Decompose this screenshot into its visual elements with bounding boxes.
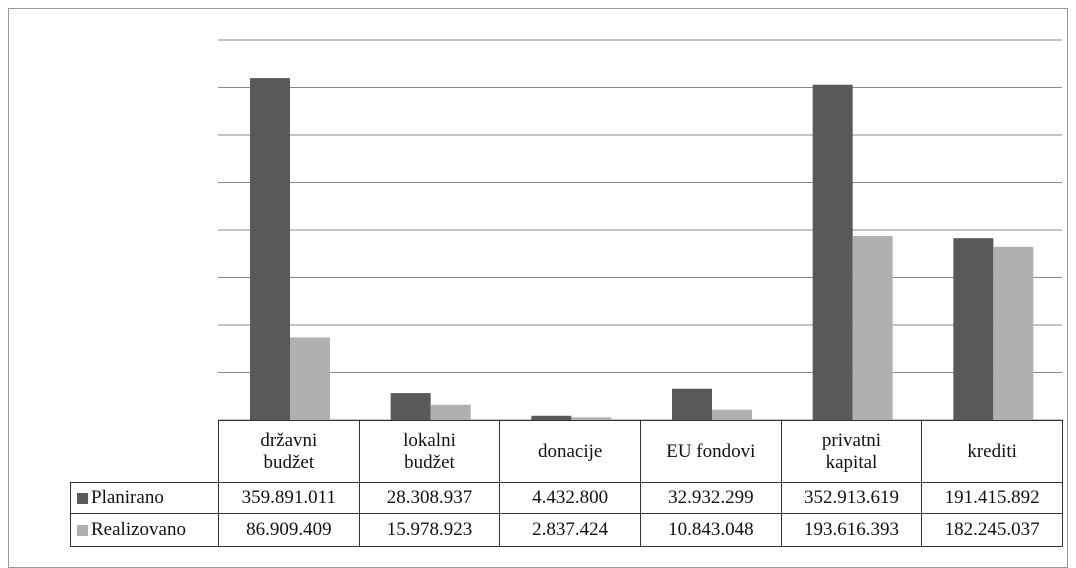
value-cell: 10.843.048 bbox=[640, 513, 782, 547]
x-tick-label: krediti bbox=[967, 440, 1017, 462]
category-label: privatni kapital bbox=[780, 420, 923, 483]
bar bbox=[571, 417, 612, 420]
bar bbox=[712, 409, 752, 420]
bar bbox=[390, 393, 431, 420]
legend-entry: Realizovano bbox=[70, 513, 219, 547]
value-label: 2.837.424 bbox=[532, 519, 609, 540]
x-tick-label: državni budžet bbox=[260, 429, 318, 473]
value-cell: 4.432.800 bbox=[499, 482, 641, 514]
value-cell: 2.837.424 bbox=[499, 513, 641, 547]
bar bbox=[812, 84, 853, 421]
value-label: 352.913.619 bbox=[803, 487, 899, 508]
bar bbox=[852, 236, 893, 420]
value-label: 32.932.299 bbox=[668, 487, 754, 508]
legend-swatch bbox=[77, 524, 88, 536]
value-cell: 182.245.037 bbox=[921, 513, 1063, 547]
bar bbox=[672, 388, 712, 420]
category-label: EU fondovi bbox=[640, 420, 782, 483]
bar bbox=[430, 404, 471, 420]
value-cell: 32.932.299 bbox=[640, 482, 782, 514]
value-cell: 86.909.409 bbox=[218, 513, 360, 547]
x-tick-label: privatni kapital bbox=[821, 429, 882, 473]
x-tick-label: donacije bbox=[537, 440, 603, 462]
value-label: 359.891.011 bbox=[241, 487, 336, 508]
bar bbox=[953, 238, 994, 420]
value-cell: 28.308.937 bbox=[358, 482, 501, 514]
legend-swatch bbox=[77, 492, 88, 504]
bar bbox=[250, 78, 290, 420]
value-label: 28.308.937 bbox=[386, 487, 473, 508]
category-label: krediti bbox=[921, 420, 1063, 483]
value-label: 86.909.409 bbox=[246, 519, 332, 540]
value-cell: 352.913.619 bbox=[780, 482, 923, 514]
value-label: 191.415.892 bbox=[944, 487, 1040, 508]
legend-label: Realizovano bbox=[91, 519, 186, 540]
x-tick-label: EU fondovi bbox=[666, 440, 756, 462]
category-label: donacije bbox=[499, 420, 641, 483]
value-label: 10.843.048 bbox=[668, 519, 754, 540]
category-label: državni budžet bbox=[218, 420, 360, 483]
bar bbox=[993, 246, 1034, 420]
value-label: 4.432.800 bbox=[532, 487, 609, 508]
bar bbox=[290, 337, 330, 420]
legend-label: Planirano bbox=[91, 487, 164, 508]
value-label: 193.616.393 bbox=[803, 519, 899, 540]
category-label: lokalni budžet bbox=[358, 420, 501, 483]
bar bbox=[531, 415, 572, 420]
value-cell: 359.891.011 bbox=[218, 482, 360, 514]
x-tick-label: lokalni budžet bbox=[403, 429, 456, 473]
legend-entry: Planirano bbox=[70, 482, 219, 514]
value-cell: 15.978.923 bbox=[358, 513, 501, 547]
value-label: 182.245.037 bbox=[944, 519, 1040, 540]
value-label: 15.978.923 bbox=[386, 519, 473, 540]
value-cell: 193.616.393 bbox=[780, 513, 923, 547]
value-cell: 191.415.892 bbox=[921, 482, 1063, 514]
